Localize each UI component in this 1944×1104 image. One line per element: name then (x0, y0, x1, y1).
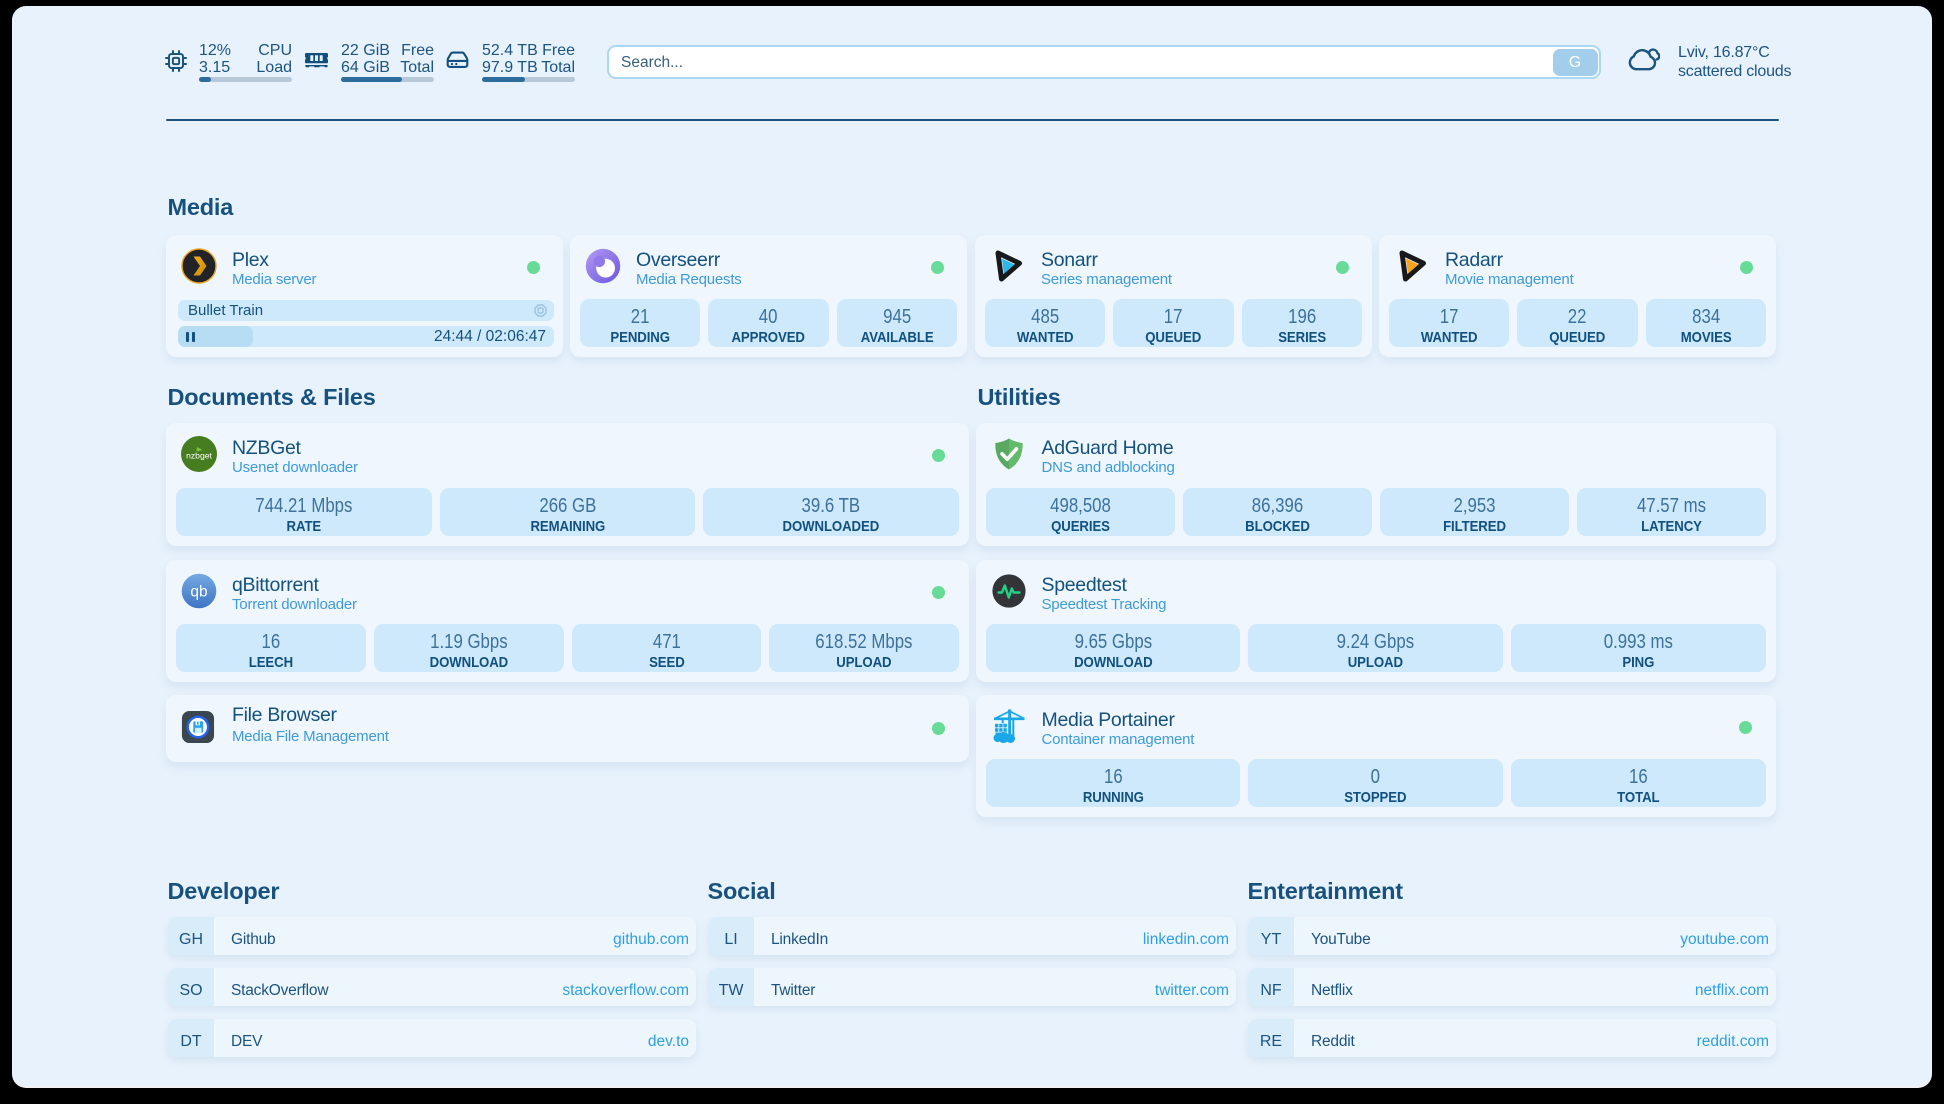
svg-text:qb: qb (190, 584, 207, 601)
svg-text:nzbget: nzbget (186, 451, 212, 461)
